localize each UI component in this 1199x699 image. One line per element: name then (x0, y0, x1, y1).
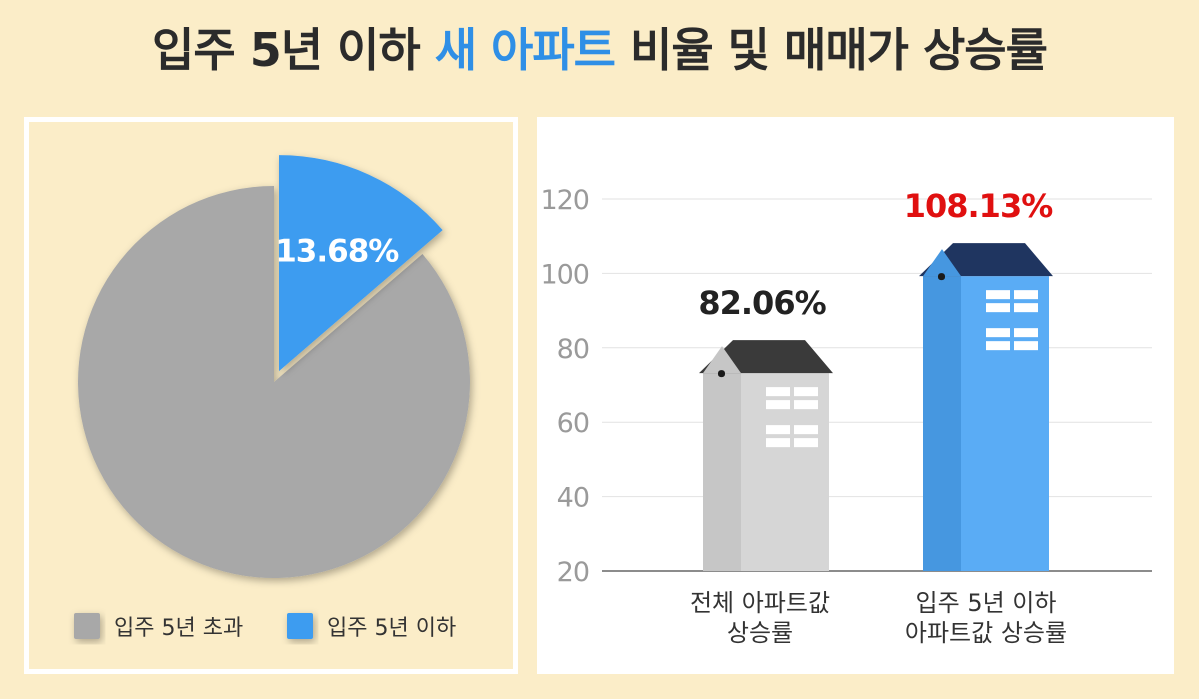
bar-all-apartments-window (766, 387, 790, 397)
bar-new-apartments-wall-side (923, 276, 961, 571)
title-part2: 비율 및 매매가 상승률 (615, 23, 1048, 77)
title-part1: 입주 5년 이하 (152, 23, 435, 77)
bar-all-apartments-category-label: 전체 아파트값 (690, 589, 830, 617)
bar-new-apartments-gable-window (938, 273, 945, 281)
bar-all-apartments-gable (703, 346, 741, 374)
bar-all-apartments-window (794, 425, 818, 435)
y-tick-label: 80 (557, 334, 589, 365)
legend-over-5y-swatch (74, 613, 100, 639)
bar-new-apartments-window (1014, 290, 1038, 300)
bar-new-apartments-window (1014, 341, 1038, 351)
bar-new-apartments-window (986, 328, 1010, 338)
page-title: 입주 5년 이하 새 아파트 비율 및 매매가 상승률 (0, 14, 1199, 80)
bar-new-apartments-gable (923, 249, 961, 277)
y-tick-label: 20 (557, 557, 589, 588)
bar-all-apartments-value-label: 82.06% (698, 284, 826, 322)
bar-new-apartments-window (986, 303, 1010, 313)
pie-slice-under-5y (278, 155, 443, 372)
y-tick-label: 100 (540, 259, 589, 290)
title-highlight: 새 아파트 (434, 23, 616, 77)
bar-new-apartments-window (986, 290, 1010, 300)
legend-under-5y-label: 입주 5년 이하 (327, 616, 456, 641)
bar-all-apartments-window (766, 438, 790, 448)
y-tick-label: 40 (557, 483, 589, 514)
bar-new-apartments-window (986, 341, 1010, 351)
bar-new-apartments-category-label: 입주 5년 이하 (916, 589, 1057, 617)
bar-all-apartments-gable-window (718, 370, 725, 378)
bar-all-apartments-window (794, 438, 818, 448)
pie-chart: 13.68% 입주 5년 초과 입주 5년 이하 (74, 155, 470, 641)
bar-all-apartments-window (766, 425, 790, 435)
bar-all-apartments-window (766, 400, 790, 410)
legend-under-5y-swatch (287, 613, 313, 639)
bar-all-apartments (699, 340, 833, 571)
bar-all-apartments-window (794, 400, 818, 410)
bar-new-apartments-window (1014, 303, 1038, 313)
pie-panel: 13.68% 입주 5년 초과 입주 5년 이하 (24, 117, 518, 674)
pie-label-under-5y: 13.68% (275, 233, 399, 269)
bar-new-apartments (919, 243, 1053, 571)
y-tick-label: 120 (540, 185, 589, 216)
bar-all-apartments-wall-side (703, 373, 741, 571)
bar-all-apartments-category-label: 상승률 (727, 619, 793, 647)
bar-new-apartments-window (1014, 328, 1038, 338)
legend-over-5y-label: 입주 5년 초과 (114, 616, 243, 641)
bar-new-apartments-category-label: 아파트값 상승률 (905, 619, 1067, 647)
bar-all-apartments-window (794, 387, 818, 397)
y-tick-label: 60 (557, 408, 589, 439)
pie-slice-over-5y (77, 186, 470, 578)
bar-panel: 20 40 60 80 100 120 82.06% 전체 아파트값 상승률 108.13% 입주 … (537, 117, 1174, 674)
bar-new-apartments-value-label: 108.13% (904, 187, 1053, 225)
